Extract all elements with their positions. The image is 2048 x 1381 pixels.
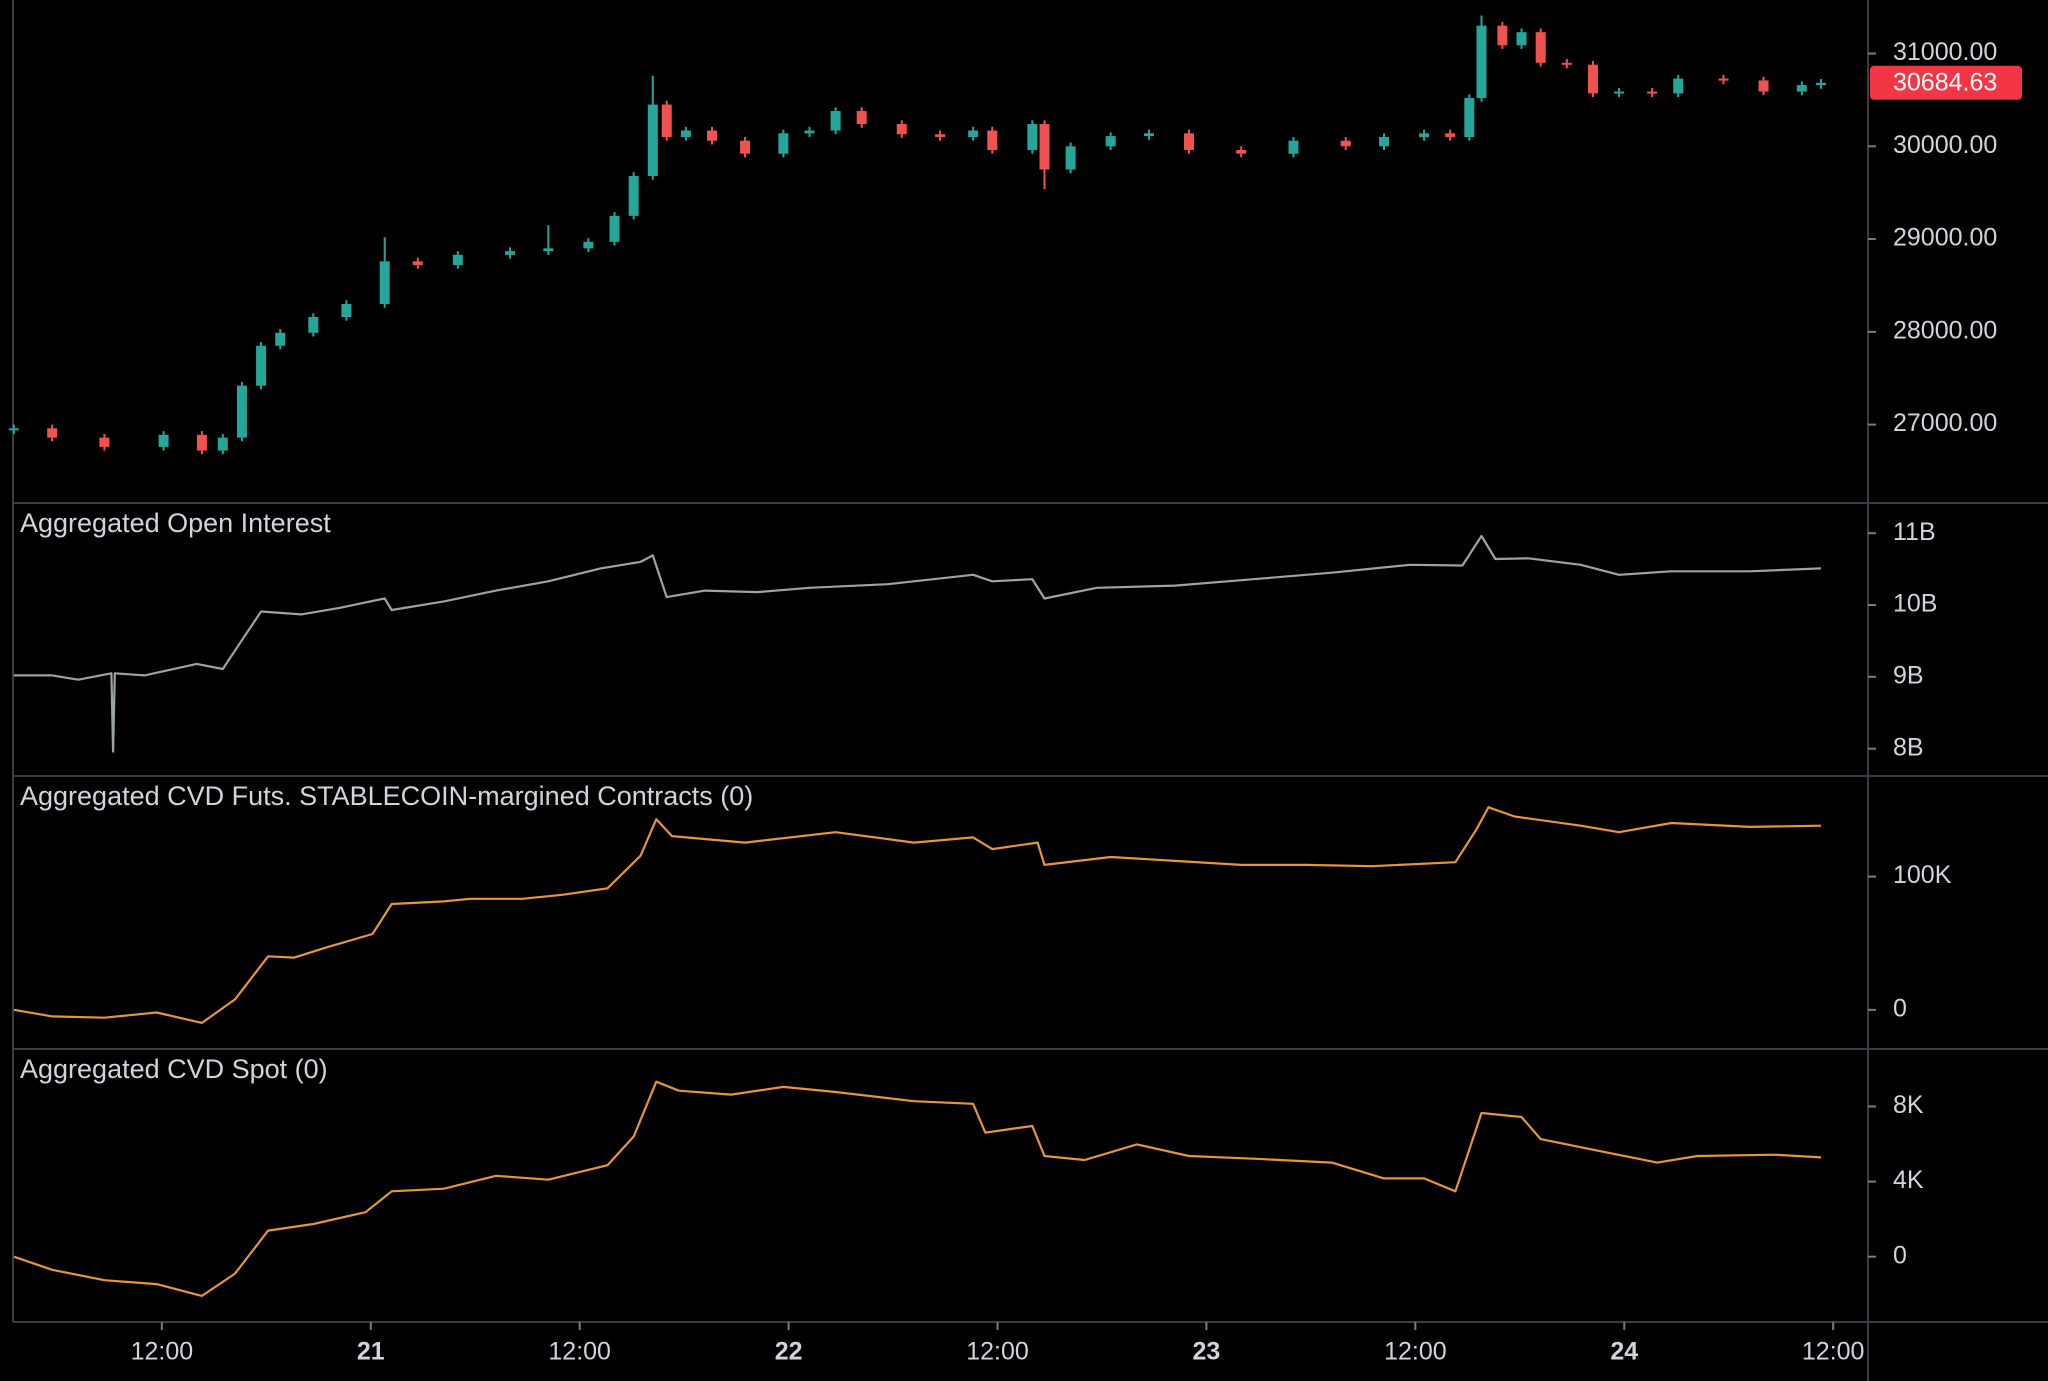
candle-body (1288, 140, 1299, 154)
y-tick-label: 11B (1893, 518, 1936, 546)
last-price-badge (1870, 65, 2022, 100)
candle-body (1039, 124, 1050, 170)
candle-body (1587, 64, 1598, 94)
candle-body (1143, 133, 1154, 137)
candle-body (1614, 91, 1625, 94)
candle-body (647, 104, 658, 176)
candle-body (1236, 150, 1247, 154)
y-tick-label: 28000.00 (1893, 316, 1997, 344)
candle-body (609, 215, 620, 242)
candle-body (275, 332, 286, 346)
candle-body (341, 304, 352, 317)
candle-body (968, 130, 979, 138)
candle-body (1561, 62, 1572, 65)
pane-title: Aggregated Open Interest (20, 508, 331, 538)
candle-body (778, 133, 789, 154)
x-tick-label: 12:00 (1802, 1338, 1865, 1366)
x-tick-label: 12:00 (548, 1338, 611, 1366)
candle-body (8, 428, 19, 431)
y-tick-label: 0 (1893, 1241, 1907, 1269)
x-tick-label: 24 (1610, 1338, 1638, 1366)
candle-body (661, 104, 672, 138)
y-tick-label: 4K (1893, 1166, 1924, 1194)
candle-body (1796, 85, 1807, 92)
series-line (13, 534, 1822, 753)
candle-body (1419, 133, 1430, 138)
x-tick-label: 12:00 (131, 1338, 194, 1366)
candle-body (543, 248, 554, 252)
candle-body (158, 434, 169, 447)
candle-body (896, 124, 907, 135)
candle-body (196, 434, 207, 451)
candle-body (412, 261, 423, 266)
candle-body (217, 437, 228, 451)
x-tick-label: 21 (357, 1338, 385, 1366)
candle-body (1184, 133, 1195, 151)
y-tick-label: 10B (1893, 590, 1937, 618)
candle-body (1105, 136, 1116, 147)
candle-body (1065, 146, 1076, 170)
candle-body (1464, 98, 1475, 138)
candle-body (680, 130, 691, 138)
x-tick-label: 22 (775, 1338, 803, 1366)
y-tick-label: 29000.00 (1893, 224, 1997, 252)
candle-body (452, 254, 463, 266)
x-tick-label: 23 (1193, 1338, 1221, 1366)
candle-body (256, 345, 267, 386)
candle-body (856, 111, 867, 125)
y-tick-label: 8K (1893, 1091, 1924, 1119)
candle-body (1758, 80, 1769, 92)
candle-body (1516, 32, 1527, 46)
candle-body (804, 130, 815, 134)
series-line (13, 1080, 1822, 1297)
y-tick-label: 31000.00 (1893, 38, 1997, 66)
candle-body (1673, 78, 1684, 94)
candle-body (1476, 25, 1487, 99)
y-tick-label: 0 (1893, 994, 1907, 1022)
series-line (13, 806, 1822, 1024)
candle-body (987, 130, 998, 151)
candle-body (1340, 140, 1351, 147)
candle-body (583, 241, 594, 249)
candle-body (1647, 91, 1658, 94)
y-tick-label: 100K (1893, 861, 1952, 889)
candle-body (1445, 133, 1456, 138)
candle-body (505, 251, 516, 255)
candle-body (706, 130, 717, 141)
candle-body (1718, 78, 1729, 81)
pane-title: Aggregated CVD Spot (0) (20, 1054, 328, 1084)
candle-body (99, 437, 110, 447)
x-tick-label: 12:00 (966, 1338, 1029, 1366)
last-price-label: 30684.63 (1893, 68, 1997, 96)
candle-body (1379, 137, 1390, 147)
candle-body (236, 385, 247, 438)
y-tick-label: 8B (1893, 733, 1924, 761)
pane-title: Aggregated CVD Futs. STABLECOIN-margined… (20, 781, 753, 811)
candle-body (379, 261, 390, 305)
candle-body (628, 175, 639, 216)
candle-body (1535, 32, 1546, 63)
candle-body (47, 428, 58, 438)
candle-body (308, 316, 319, 333)
candle-body (830, 111, 841, 131)
candle-body (1027, 124, 1038, 151)
x-tick-label: 12:00 (1384, 1338, 1447, 1366)
candle-body (1497, 25, 1508, 46)
candle-body (740, 140, 751, 154)
y-tick-label: 9B (1893, 661, 1924, 689)
y-tick-label: 27000.00 (1893, 409, 1997, 437)
candle-body (1815, 82, 1826, 86)
candle-body (935, 134, 946, 138)
y-tick-label: 30000.00 (1893, 131, 1997, 159)
